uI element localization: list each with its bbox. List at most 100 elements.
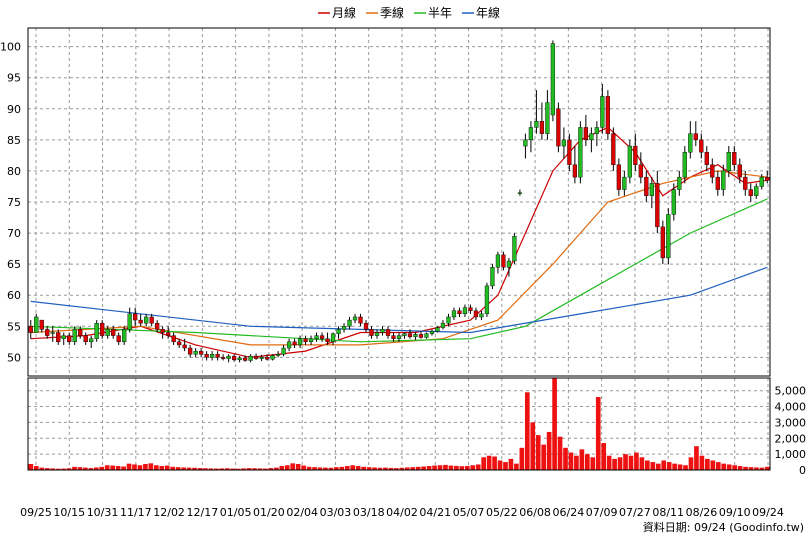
volume-bar: [683, 465, 688, 470]
candle-body: [61, 335, 66, 339]
date-tick-label: 03/18: [353, 506, 385, 519]
candle-body: [248, 355, 253, 361]
volume-bar: [361, 466, 366, 470]
candle-body: [666, 214, 671, 259]
date-tick-label: 11/17: [120, 506, 152, 519]
candle-body: [754, 186, 759, 196]
candle-body: [50, 332, 55, 334]
volume-bar: [197, 468, 203, 470]
volume-bar: [677, 464, 683, 470]
volume-bar: [426, 466, 432, 470]
candle-body: [286, 341, 292, 349]
candle-body: [726, 152, 731, 172]
candle-body: [45, 329, 50, 336]
date-tick-label: 09/24: [752, 506, 784, 519]
volume-bar: [394, 468, 399, 470]
volume-bar: [33, 466, 39, 470]
date-tick-label: 10/31: [87, 506, 119, 519]
price-tick-label: 75: [7, 196, 21, 209]
candle-body: [484, 285, 490, 315]
volume-bar: [661, 460, 667, 470]
date-axis: 09/25 10/15 10/31 11/17 12/02 12/17 01/05 01/20…: [20, 506, 784, 519]
candle-body: [210, 354, 215, 358]
candle-body: [149, 316, 154, 324]
candle-body: [699, 139, 704, 153]
volume-bar: [585, 454, 590, 470]
date-tick-label: 04/02: [386, 506, 418, 519]
ma-line-2: [30, 198, 768, 343]
volume-bar: [312, 467, 317, 470]
candle-body: [160, 329, 165, 333]
volume-bar: [355, 466, 361, 470]
volume-bar: [230, 468, 236, 470]
volume-bar: [257, 468, 263, 470]
candle-body: [561, 139, 567, 147]
candle-body: [204, 354, 209, 358]
volume-bar: [688, 457, 694, 470]
volume-bar: [399, 467, 405, 470]
volume-bar: [99, 466, 105, 470]
volume-bar: [219, 468, 225, 470]
candle-body: [177, 341, 182, 346]
candle-body: [34, 316, 39, 333]
date-tick-label: 09/10: [719, 506, 751, 519]
candle-body: [468, 307, 473, 311]
price-tick-label: 60: [7, 289, 21, 302]
date-tick-label: 06/24: [553, 506, 585, 519]
candle-body: [424, 333, 429, 338]
volume-tick-label: 2,000: [775, 432, 807, 445]
candle-body: [166, 332, 171, 336]
volume-bar: [672, 463, 677, 470]
volume-bar: [530, 422, 536, 470]
volume-bar: [334, 467, 339, 470]
volume-bar: [126, 463, 132, 470]
volume-bar: [214, 468, 219, 470]
candle-body: [446, 316, 451, 324]
candle-body: [182, 344, 187, 349]
price-tick-label: 100: [0, 41, 21, 54]
volume-tick-label: 0: [799, 464, 806, 477]
volume-bar: [443, 464, 448, 470]
candle-body: [330, 333, 336, 343]
date-tick-label: 05/22: [486, 506, 518, 519]
volume-tick-label: 5,000: [775, 385, 807, 398]
volume-bar: [104, 465, 110, 470]
candle-body: [627, 145, 632, 178]
candle-body: [490, 267, 495, 287]
volume-panel-frame: [27, 377, 771, 471]
candle-body: [506, 260, 512, 268]
date-tick-label: 01/05: [220, 506, 252, 519]
volume-bar: [388, 467, 394, 470]
volume-bar: [224, 468, 230, 470]
candle-body: [611, 133, 616, 165]
candle-body: [83, 335, 88, 343]
candle-body: [688, 133, 693, 153]
date-tick-label: 03/03: [320, 506, 352, 519]
candle-body: [100, 322, 105, 336]
volume-bar: [655, 463, 661, 470]
candle-body: [501, 254, 506, 268]
volume-bar: [732, 465, 737, 470]
volume-bar: [421, 466, 426, 470]
price-tick-label: 90: [7, 103, 21, 116]
volume-bar: [39, 467, 45, 470]
candle-body: [155, 322, 160, 330]
candle-body: [534, 121, 539, 128]
volume-bar: [601, 443, 607, 470]
volume-bar: [606, 455, 612, 470]
volume-bar: [284, 465, 290, 470]
candle-body: [105, 329, 110, 336]
volume-bar: [306, 466, 312, 470]
volume-bar: [726, 464, 732, 470]
candle-body: [116, 335, 121, 343]
volume-bar: [623, 454, 628, 470]
volume-bar: [279, 466, 285, 470]
volume-bar: [115, 466, 121, 470]
candle-body: [314, 335, 319, 339]
volume-bar: [645, 460, 650, 470]
volume-tick-label: 4,000: [775, 401, 807, 414]
candle-body: [374, 332, 380, 336]
date-tick-label: 10/15: [53, 506, 85, 519]
candle-body: [171, 335, 176, 343]
candle-body: [440, 322, 446, 328]
